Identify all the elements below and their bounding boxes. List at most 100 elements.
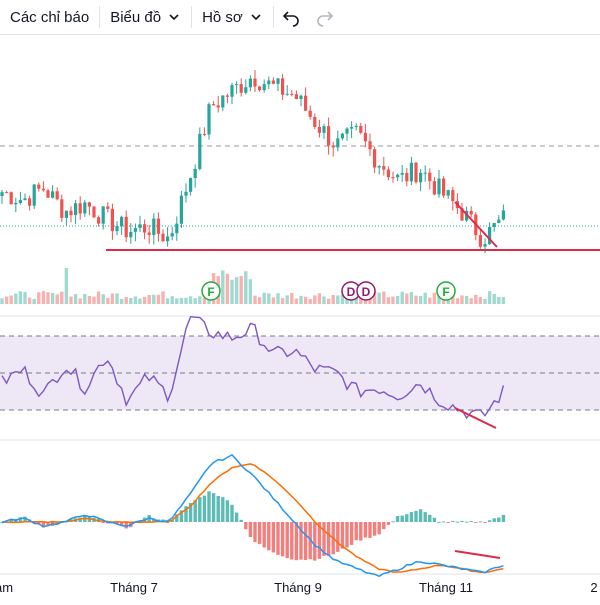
- volume-bar: [372, 291, 377, 304]
- macd-histogram-bar: [428, 514, 432, 522]
- macd-histogram-bar: [432, 517, 437, 522]
- volume-bar: [101, 294, 105, 304]
- chart-area[interactable]: F DD Fam Tháng 7 Tháng 9 Tháng 11 2: [0, 35, 600, 600]
- macd-histogram-bar: [165, 522, 170, 523]
- macd-histogram-bar: [359, 522, 363, 541]
- volume-bar: [156, 294, 161, 304]
- volume-bar: [382, 291, 386, 304]
- macd-histogram-bar: [469, 520, 473, 522]
- macd-histogram-bar: [294, 522, 299, 561]
- macd-histogram-bar: [474, 522, 478, 523]
- candle-body: [322, 126, 326, 133]
- candle-body: [258, 86, 262, 91]
- volume-bar: [4, 296, 9, 304]
- volume-bar: [244, 271, 248, 304]
- candle-body: [51, 191, 55, 198]
- candle-body: [170, 233, 174, 237]
- macd-histogram-bar: [299, 522, 303, 560]
- undo-button[interactable]: [280, 6, 302, 28]
- macd-histogram-bar: [391, 521, 395, 523]
- candle-body: [396, 174, 400, 178]
- volume-bar: [483, 298, 487, 304]
- macd-histogram-bar: [184, 506, 188, 522]
- macd-histogram-bar: [280, 522, 285, 557]
- volume-bar: [474, 294, 478, 304]
- volume-bar: [73, 294, 78, 304]
- candle-body: [460, 208, 464, 221]
- redo-icon: [317, 11, 333, 27]
- candle-body: [368, 141, 372, 150]
- macd-histogram-bar: [308, 522, 312, 560]
- dividend-badge-letter: D: [362, 285, 371, 299]
- candle-body: [64, 210, 68, 218]
- candle-body: [442, 178, 446, 196]
- macd-histogram-bar: [55, 522, 59, 524]
- candle-body: [359, 125, 363, 133]
- candle-body: [409, 162, 413, 182]
- profile-dropdown[interactable]: Hồ sơ: [192, 0, 273, 34]
- redo-button[interactable]: [314, 6, 336, 28]
- candle-body: [262, 84, 266, 91]
- macd-histogram-bar: [423, 512, 427, 522]
- earnings-badge-letter: F: [207, 285, 214, 299]
- candle-body: [179, 195, 183, 224]
- volume-bar: [340, 294, 345, 304]
- macd-histogram-bar: [414, 510, 418, 522]
- candle-body: [152, 218, 156, 235]
- macd-histogram-bar: [78, 517, 82, 522]
- candle-body: [156, 218, 160, 234]
- volume-bar: [322, 296, 326, 304]
- volume-bar: [336, 295, 340, 304]
- volume-bar: [175, 298, 179, 304]
- volume-bar: [239, 276, 243, 304]
- candle-body: [55, 191, 59, 200]
- candle-body: [129, 231, 133, 238]
- macd-histogram-bar: [363, 522, 368, 538]
- candle-body: [437, 178, 441, 195]
- macd-histogram-bar: [487, 520, 492, 522]
- volume-bar: [405, 293, 409, 304]
- candle-body: [469, 210, 473, 215]
- volume-bar: [138, 298, 142, 304]
- candle-body: [248, 78, 252, 88]
- volume-bar: [27, 297, 32, 304]
- chart-svg[interactable]: F DD Fam Tháng 7 Tháng 9 Tháng 11 2: [0, 35, 600, 600]
- candle-body: [354, 125, 358, 128]
- macd-histogram-bar: [368, 522, 372, 538]
- candle-body: [308, 110, 312, 117]
- volume-bar: [455, 298, 460, 304]
- dividend-badge: [356, 281, 376, 301]
- macd-line: [1, 453, 504, 578]
- candle-body: [488, 226, 492, 245]
- volume-bar: [234, 277, 239, 304]
- candle-body: [340, 133, 344, 139]
- candle-body: [267, 80, 271, 85]
- volume-bar: [50, 292, 55, 304]
- chart-type-dropdown[interactable]: Biểu đồ: [100, 0, 191, 34]
- macd-histogram-bar: [382, 522, 386, 530]
- volume-bar: [37, 292, 41, 304]
- volume-bar: [23, 292, 27, 304]
- macd-histogram-bar: [248, 522, 253, 538]
- volume-bar: [428, 297, 432, 304]
- macd-histogram-bar: [336, 522, 340, 552]
- volume-bar: [326, 298, 331, 304]
- volume-bar: [308, 298, 312, 304]
- indicators-button[interactable]: Các chỉ báo: [0, 0, 99, 34]
- candle-body: [336, 138, 340, 148]
- candle-body: [0, 192, 4, 197]
- macd-histogram-bar: [483, 522, 487, 523]
- macd-histogram-bar: [207, 491, 211, 522]
- volume-bar: [395, 295, 400, 304]
- candle-body: [483, 244, 487, 247]
- candle-body: [363, 132, 367, 142]
- macd-histogram-bar: [409, 512, 414, 522]
- macd-histogram-bar: [451, 520, 455, 522]
- macd-histogram-bar: [464, 521, 469, 523]
- candle-body: [189, 177, 193, 192]
- candle-body: [74, 203, 78, 216]
- candle-body: [212, 104, 216, 106]
- candle-body: [285, 93, 289, 95]
- macd-histogram-bar: [322, 522, 326, 556]
- toolbar-divider: [191, 6, 193, 28]
